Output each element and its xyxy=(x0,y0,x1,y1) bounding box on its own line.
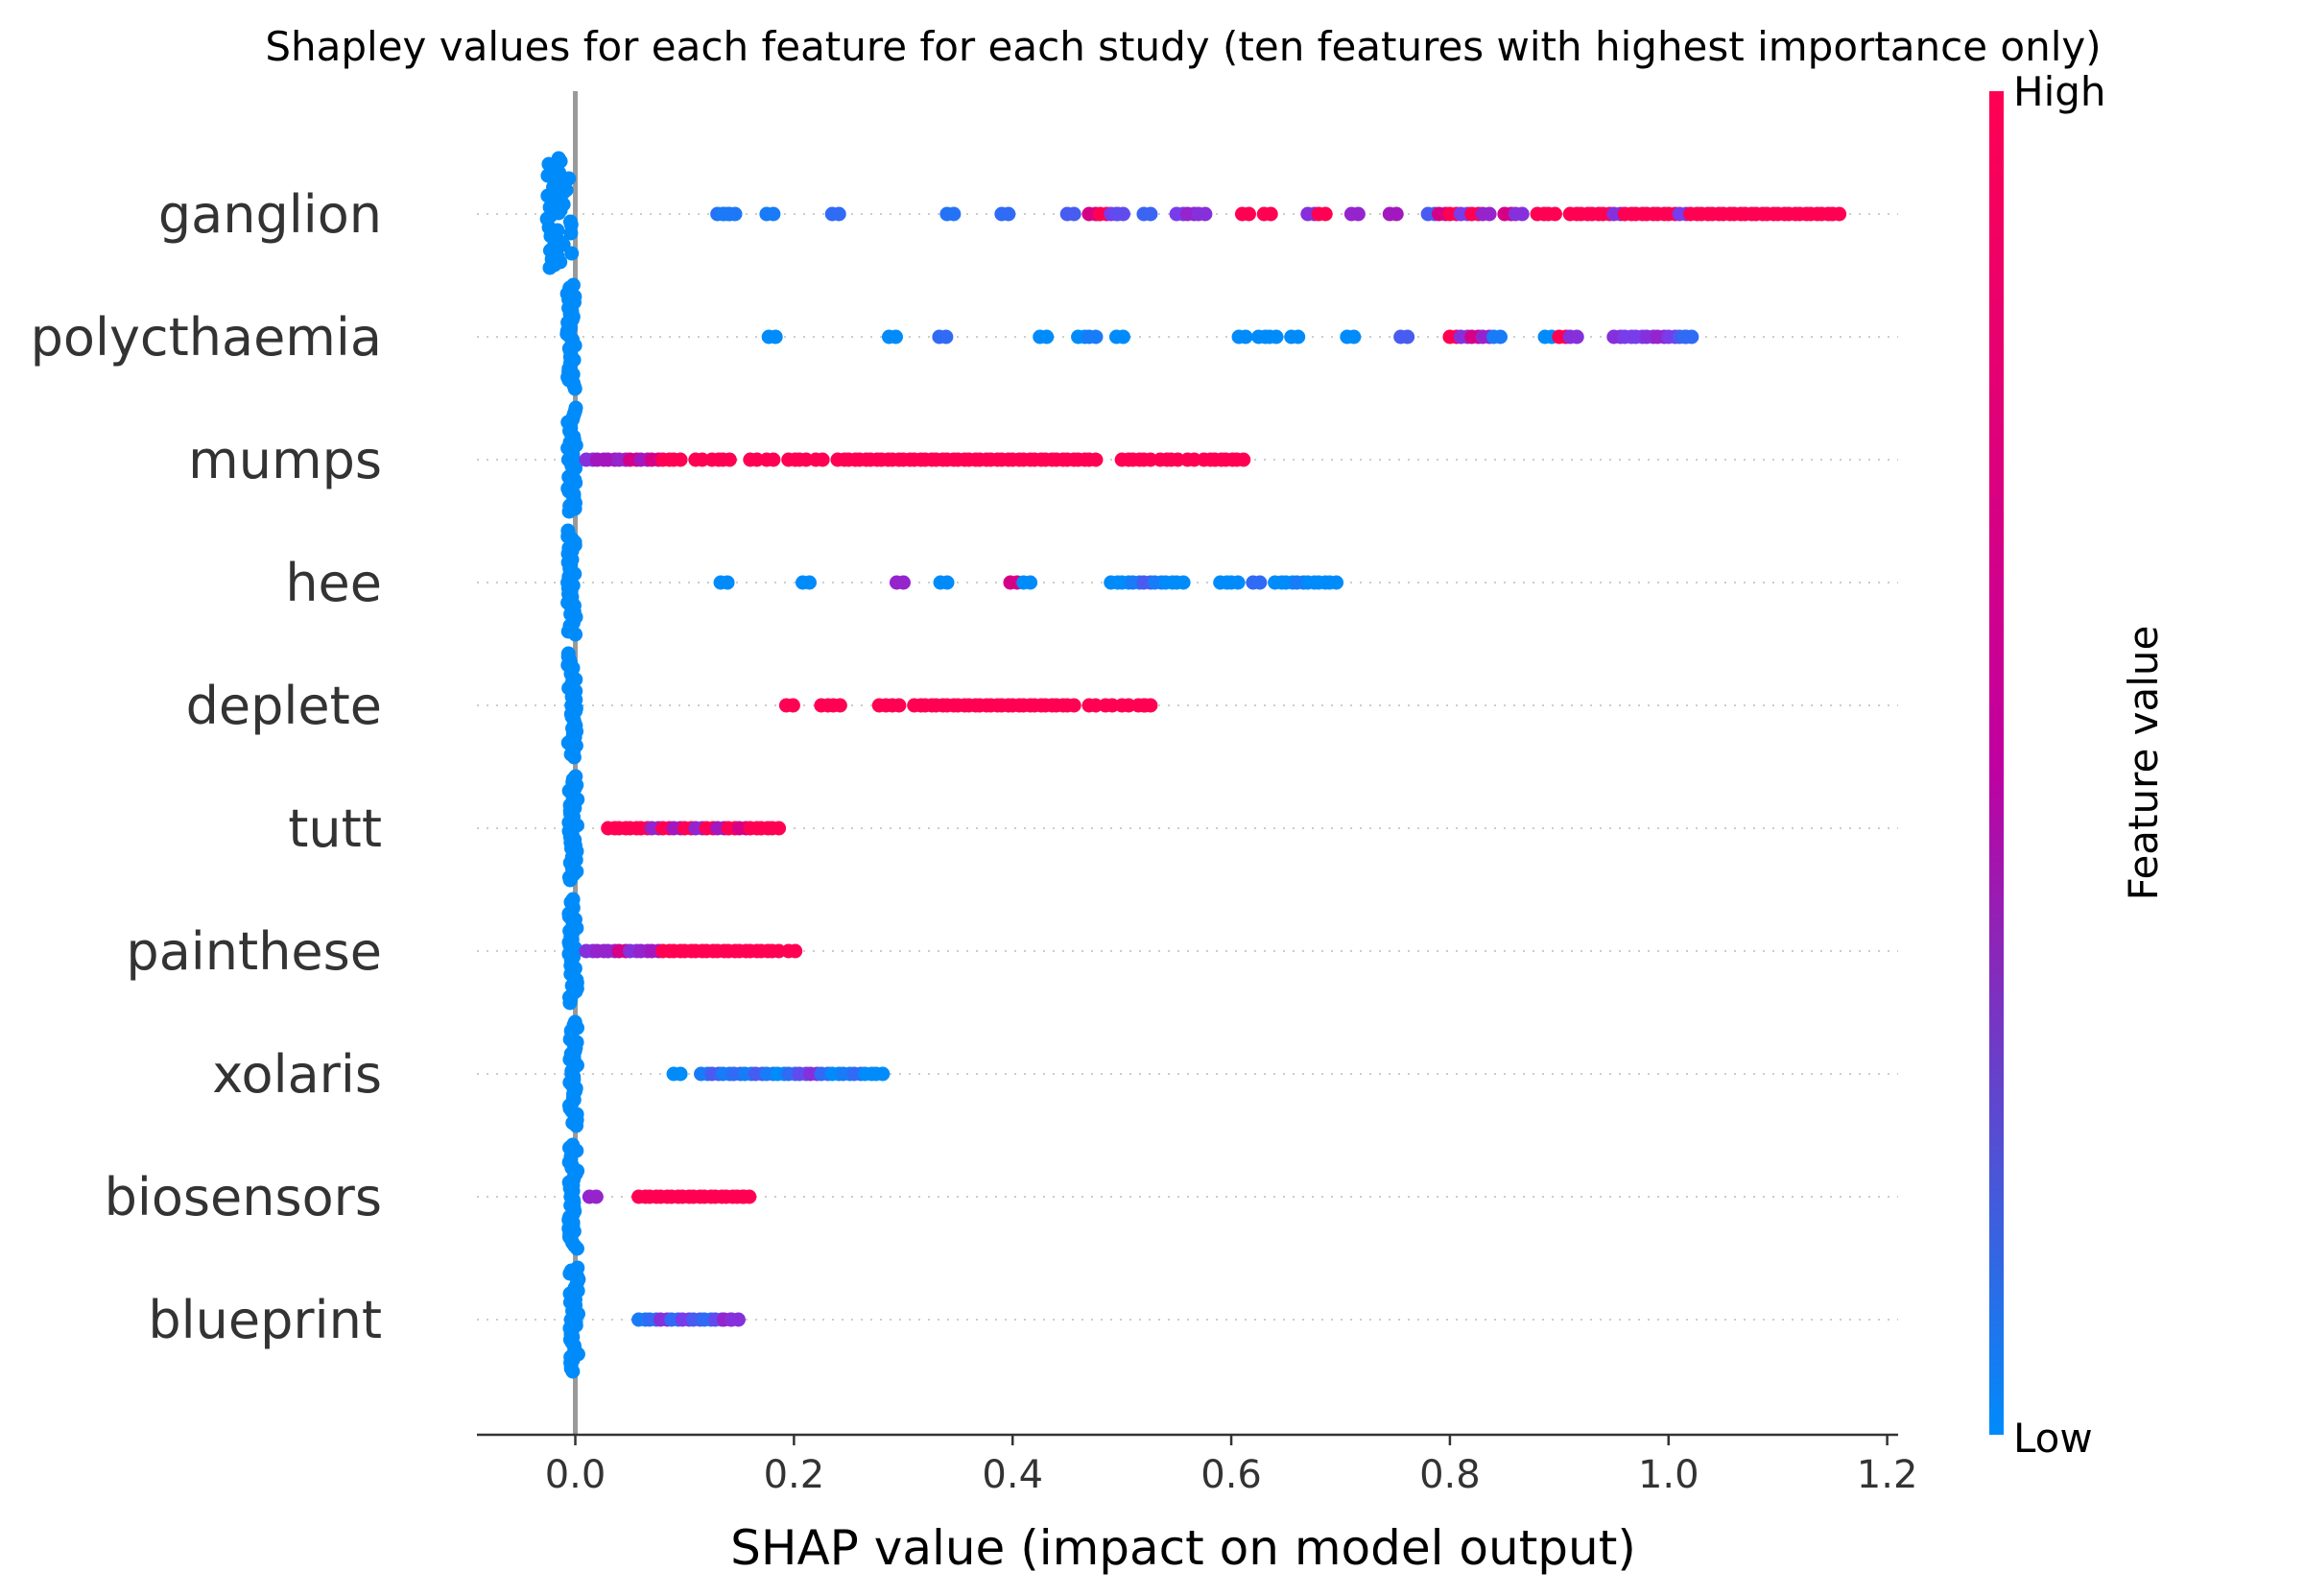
shap-point xyxy=(1143,698,1158,713)
shap-point xyxy=(1832,206,1847,222)
shap-point xyxy=(832,698,847,713)
shap-point xyxy=(1001,206,1016,222)
feature-label: polycthaemia xyxy=(31,307,382,368)
shap-point xyxy=(1238,329,1253,345)
x-tick-label: 0.0 xyxy=(545,1453,606,1497)
shap-point xyxy=(766,452,781,467)
colorbar-high-label: High xyxy=(2013,68,2106,115)
x-axis-label: SHAP value (impact on model output) xyxy=(730,1520,1636,1576)
shap-point xyxy=(1023,575,1038,590)
shap-point xyxy=(1088,452,1104,467)
shap-point xyxy=(1684,329,1699,345)
shap-point xyxy=(1492,329,1508,345)
shap-points xyxy=(539,151,1847,1379)
shap-point xyxy=(1263,206,1278,222)
shap-point xyxy=(815,452,830,467)
feature-labels: ganglion polycthaemia mumps hee deplete tutt p… xyxy=(31,184,382,1350)
shap-point xyxy=(1039,329,1055,345)
shap-point xyxy=(561,504,577,519)
feature-label: tutt xyxy=(288,798,382,859)
shap-point xyxy=(742,1189,757,1204)
shap-point xyxy=(1198,206,1213,222)
feature-label: xolaris xyxy=(212,1044,382,1105)
shap-point xyxy=(673,1066,688,1082)
shap-point xyxy=(766,206,781,222)
shap-point xyxy=(1569,329,1584,345)
shap-point xyxy=(939,575,955,590)
shap-point xyxy=(1115,329,1130,345)
x-tick-label: 1.2 xyxy=(1857,1453,1918,1497)
shap-point xyxy=(562,995,578,1011)
colorbar xyxy=(1989,91,2004,1435)
x-tick-label: 0.8 xyxy=(1419,1453,1481,1497)
shap-point xyxy=(1514,206,1530,222)
shap-point xyxy=(801,575,817,590)
shap-point xyxy=(568,627,583,642)
x-tick-label: 0.4 xyxy=(982,1453,1043,1497)
shap-point xyxy=(566,750,582,765)
shap-point xyxy=(1291,329,1306,345)
shap-point xyxy=(567,381,582,396)
shap-point xyxy=(888,329,903,345)
shap-point xyxy=(1236,452,1251,467)
shap-point xyxy=(875,1066,891,1082)
shap-point xyxy=(1482,206,1497,222)
shap-point xyxy=(946,206,962,222)
shap-point xyxy=(1143,206,1158,222)
shap-point xyxy=(569,1118,584,1133)
shap-point xyxy=(1389,206,1404,222)
shap-point xyxy=(788,943,803,959)
shap-point xyxy=(722,452,737,467)
shap-point xyxy=(785,698,800,713)
shap-point xyxy=(1346,329,1362,345)
shap-point xyxy=(720,575,735,590)
shap-point xyxy=(1318,206,1333,222)
feature-label: biosensors xyxy=(105,1167,382,1227)
feature-label: ganglion xyxy=(158,184,382,245)
feature-label: painthese xyxy=(126,921,382,982)
shap-point xyxy=(1088,329,1104,345)
shap-point xyxy=(939,329,954,345)
shap-point xyxy=(542,260,558,275)
shap-point xyxy=(1066,206,1081,222)
shap-point xyxy=(772,821,787,836)
colorbar-low-label: Low xyxy=(2013,1415,2093,1462)
x-tick-label: 0.6 xyxy=(1200,1453,1262,1497)
shap-point xyxy=(1252,575,1268,590)
shap-point xyxy=(1176,575,1191,590)
x-tick-label: 0.2 xyxy=(764,1453,825,1497)
shap-point xyxy=(730,1312,746,1327)
feature-label: blueprint xyxy=(148,1290,382,1350)
shap-point xyxy=(564,246,580,261)
shap-point xyxy=(1329,575,1344,590)
shap-point xyxy=(588,1189,604,1204)
shap-point xyxy=(1547,206,1562,222)
shap-point xyxy=(562,872,578,888)
shap-point xyxy=(1400,329,1415,345)
shap-point xyxy=(727,206,743,222)
feature-label: hee xyxy=(285,553,382,613)
shap-point xyxy=(1269,329,1284,345)
x-tick-label: 1.0 xyxy=(1638,1453,1699,1497)
shap-point xyxy=(1066,698,1081,713)
shap-point xyxy=(1350,206,1366,222)
shap-point xyxy=(891,698,907,713)
row-guide-lines xyxy=(477,213,1898,1321)
shap-point xyxy=(1115,206,1130,222)
shap-point xyxy=(569,1241,584,1256)
shap-point xyxy=(673,452,688,467)
colorbar-title: Feature value xyxy=(2120,626,2167,901)
chart-title: Shapley values for each feature for each… xyxy=(265,23,2101,70)
shap-point xyxy=(768,329,783,345)
shap-point xyxy=(1230,575,1246,590)
feature-label: mumps xyxy=(188,430,382,490)
shap-point xyxy=(563,226,579,241)
feature-label: deplete xyxy=(186,676,382,736)
x-axis-ticks: 0.0 0.2 0.4 0.6 0.8 1.0 1.2 xyxy=(545,1435,1918,1497)
shap-point xyxy=(1241,206,1256,222)
shap-point xyxy=(565,1364,581,1379)
shap-point xyxy=(895,575,911,590)
shap-point xyxy=(831,206,846,222)
